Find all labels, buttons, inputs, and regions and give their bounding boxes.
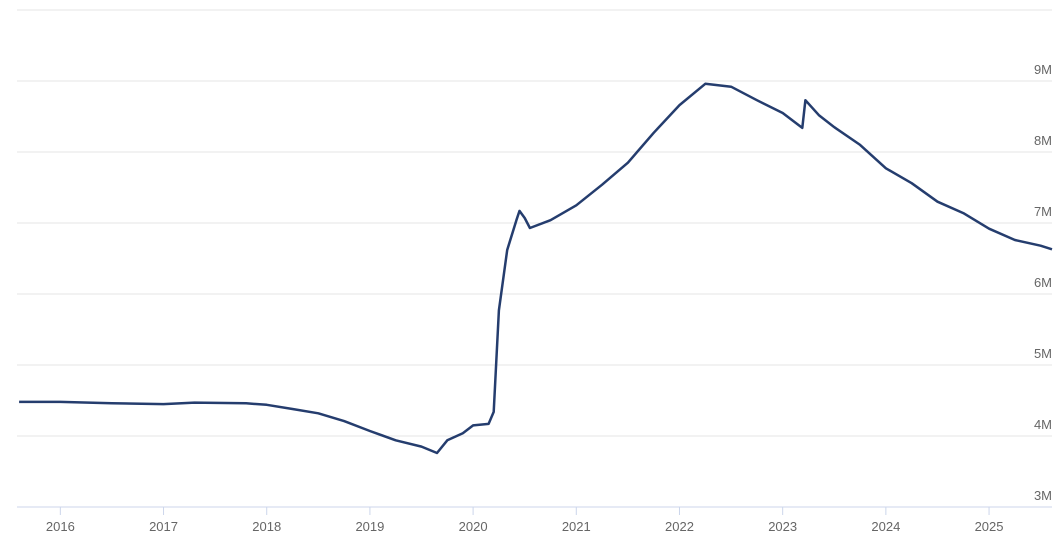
y-tick-label: 3M (1034, 488, 1052, 503)
x-tick-label: 2016 (46, 519, 75, 534)
x-tick-label: 2022 (665, 519, 694, 534)
x-tick-label: 2019 (355, 519, 384, 534)
x-tick-label: 2024 (871, 519, 900, 534)
data-line (19, 82, 1053, 455)
y-tick-label: 9M (1034, 62, 1052, 77)
y-tick-label: 8M (1034, 133, 1052, 148)
x-tick-label: 2020 (459, 519, 488, 534)
x-tick-label: 2021 (562, 519, 591, 534)
y-tick-label: 5M (1034, 346, 1052, 361)
y-tick-label: 7M (1034, 204, 1052, 219)
x-tick-label: 2018 (252, 519, 281, 534)
y-tick-label: 4M (1034, 417, 1052, 432)
x-tick-label: 2025 (975, 519, 1004, 534)
x-tick-label: 2017 (149, 519, 178, 534)
x-tick-label: 2023 (768, 519, 797, 534)
y-tick-label: 6M (1034, 275, 1052, 290)
